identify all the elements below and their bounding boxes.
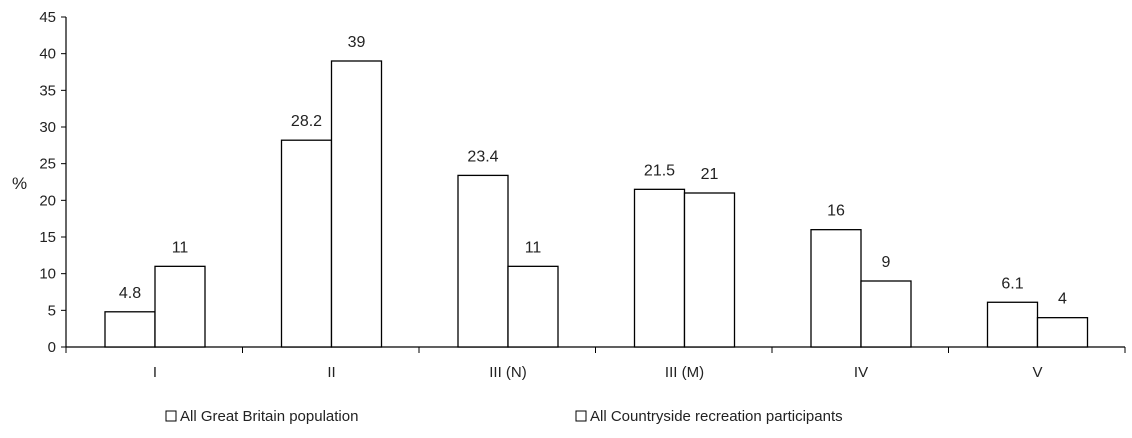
x-category-label: III (M)	[665, 364, 704, 381]
bar-value-label: 11	[525, 239, 542, 256]
bar-value-label: 11	[172, 239, 189, 256]
x-category-label: IV	[854, 364, 868, 381]
bar-gb-population	[986, 301, 1039, 348]
x-category-label: II	[327, 364, 335, 381]
bar-value-label: 28.2	[291, 113, 322, 130]
x-axis: I II III (N) III (M) IV V	[65, 346, 1126, 381]
y-tick-label: 5	[48, 302, 56, 319]
bar-value-label: 16	[827, 203, 845, 220]
bar-value-label: 9	[882, 254, 891, 271]
y-axis-label: %	[12, 174, 27, 193]
bar-gb-population	[633, 188, 686, 348]
bar-value-label: 6.1	[1001, 275, 1023, 292]
bar-gb-population	[457, 174, 509, 348]
bar-value-label: 23.4	[467, 148, 498, 165]
bar-countryside-participants	[330, 60, 383, 348]
bar-countryside-participants	[154, 265, 206, 348]
y-tick-label: 0	[48, 339, 56, 356]
bar-value-label: 4	[1058, 291, 1067, 308]
bar-value-label: 4.8	[119, 285, 141, 302]
legend-swatch-gb-population	[165, 410, 177, 422]
y-tick-label: 30	[39, 119, 56, 136]
bar-gb-population	[810, 229, 862, 348]
legend-label-countryside-participants: All Countryside recreation participants	[590, 408, 843, 425]
legend-swatch-countryside-participants	[575, 410, 587, 422]
x-category-label: I	[153, 364, 157, 381]
y-tick-label: 15	[39, 229, 56, 246]
y-tick-label: 40	[39, 46, 56, 63]
y-axis: 0 5 10 15 20 25 30 35 40 45	[39, 9, 67, 356]
y-tick-label: 45	[39, 9, 56, 26]
bar-countryside-participants	[507, 265, 559, 348]
bar-value-label: 21.5	[644, 162, 675, 179]
x-category-label: III (N)	[489, 364, 527, 381]
y-tick-label: 10	[39, 266, 56, 283]
bar-value-label: 39	[348, 34, 366, 51]
y-tick-label: 25	[39, 156, 56, 173]
x-category-label: V	[1032, 364, 1042, 381]
bar-countryside-participants	[683, 192, 736, 348]
y-tick-label: 20	[39, 192, 56, 209]
legend: All Great Britain population All Country…	[165, 408, 843, 425]
y-tick-label: 35	[39, 82, 56, 99]
bar-countryside-participants	[1036, 317, 1089, 348]
legend-label-gb-population: All Great Britain population	[180, 408, 358, 425]
bar-gb-population	[104, 311, 156, 348]
bars: 4.8 11 28.2 39 23.4 11 21.5 21 16 9 6.1 4	[104, 34, 1089, 348]
bar-value-label: 21	[701, 166, 719, 183]
bar-gb-population	[280, 139, 333, 348]
bar-countryside-participants	[860, 280, 912, 348]
